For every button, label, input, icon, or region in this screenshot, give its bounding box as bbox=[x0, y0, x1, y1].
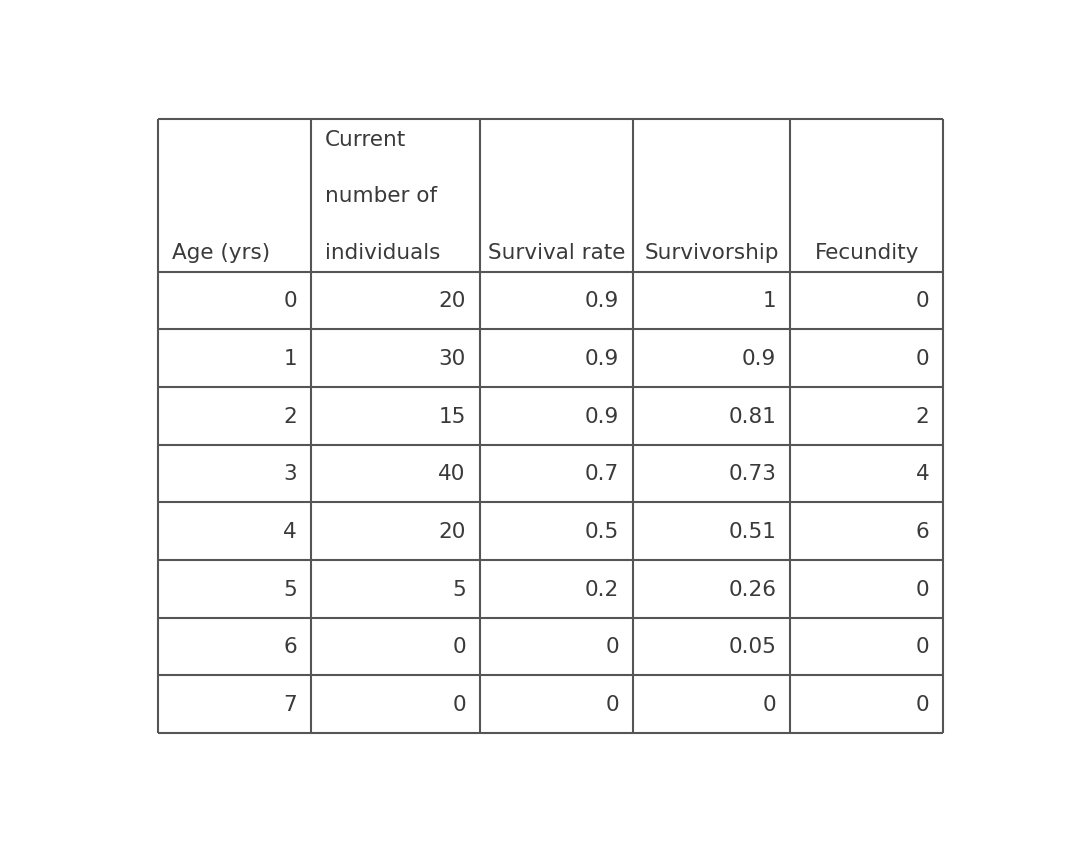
Text: 40: 40 bbox=[438, 464, 466, 484]
Text: 0.9: 0.9 bbox=[742, 349, 777, 369]
Text: 7: 7 bbox=[284, 694, 296, 714]
Text: 0: 0 bbox=[606, 694, 619, 714]
Text: 0: 0 bbox=[916, 636, 929, 657]
Text: 0.73: 0.73 bbox=[728, 464, 777, 484]
Text: 0: 0 bbox=[284, 291, 296, 311]
Text: 4: 4 bbox=[916, 464, 929, 484]
Text: 1: 1 bbox=[763, 291, 777, 311]
Text: number of: number of bbox=[324, 186, 437, 206]
Text: 0.5: 0.5 bbox=[584, 522, 619, 541]
Text: 6: 6 bbox=[916, 522, 929, 541]
Text: 20: 20 bbox=[438, 522, 466, 541]
Text: 0: 0 bbox=[452, 636, 466, 657]
Text: 0.81: 0.81 bbox=[728, 406, 777, 426]
Text: Current: Current bbox=[324, 129, 406, 149]
Text: Fecundity: Fecundity bbox=[814, 242, 919, 262]
Text: 5: 5 bbox=[452, 579, 466, 599]
Text: 0: 0 bbox=[916, 349, 929, 369]
Text: 4: 4 bbox=[284, 522, 296, 541]
Text: 2: 2 bbox=[916, 406, 929, 426]
Text: 20: 20 bbox=[438, 291, 466, 311]
Text: 0.9: 0.9 bbox=[584, 349, 619, 369]
Text: 0.51: 0.51 bbox=[728, 522, 777, 541]
Text: individuals: individuals bbox=[324, 242, 440, 262]
Text: 0.05: 0.05 bbox=[728, 636, 777, 657]
Text: Age (yrs): Age (yrs) bbox=[172, 242, 270, 262]
Text: 0.7: 0.7 bbox=[584, 464, 619, 484]
Text: 0.2: 0.2 bbox=[584, 579, 619, 599]
Text: 0: 0 bbox=[916, 291, 929, 311]
Text: 1: 1 bbox=[284, 349, 296, 369]
Text: 0.9: 0.9 bbox=[584, 406, 619, 426]
Text: 2: 2 bbox=[284, 406, 296, 426]
Text: Survival rate: Survival rate bbox=[488, 242, 625, 262]
Text: 0.9: 0.9 bbox=[584, 291, 619, 311]
Text: 6: 6 bbox=[284, 636, 296, 657]
Text: 0: 0 bbox=[452, 694, 466, 714]
Text: 3: 3 bbox=[284, 464, 296, 484]
Text: 0: 0 bbox=[916, 579, 929, 599]
Text: Survivorship: Survivorship bbox=[644, 242, 779, 262]
Text: 15: 15 bbox=[438, 406, 466, 426]
Text: 0: 0 bbox=[763, 694, 777, 714]
Text: 5: 5 bbox=[284, 579, 296, 599]
Text: 0: 0 bbox=[916, 694, 929, 714]
Text: 0.26: 0.26 bbox=[728, 579, 777, 599]
Text: 0: 0 bbox=[606, 636, 619, 657]
Text: 30: 30 bbox=[438, 349, 466, 369]
